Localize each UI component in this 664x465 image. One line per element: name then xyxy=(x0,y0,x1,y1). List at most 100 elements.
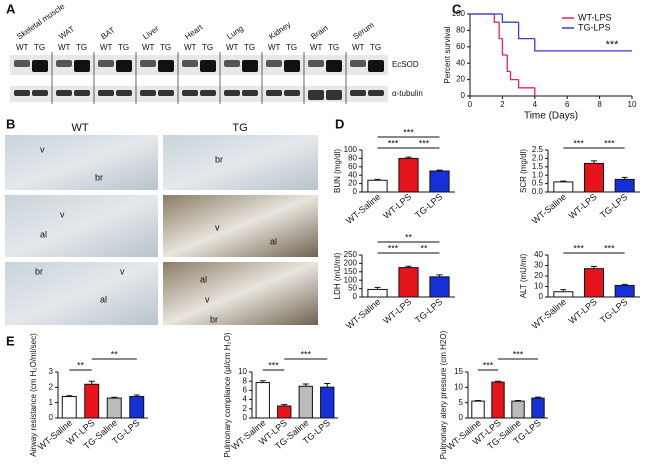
blot-band xyxy=(140,90,156,96)
error-bar xyxy=(591,160,597,164)
histology-mark: br xyxy=(215,154,223,164)
y-tick-label: 5 xyxy=(459,398,464,407)
error-bar xyxy=(281,404,288,407)
bar xyxy=(320,386,335,419)
blot-band xyxy=(98,60,114,67)
tissue-label: Heart xyxy=(183,22,205,41)
blot-band xyxy=(158,90,174,96)
significance-label: *** xyxy=(604,138,615,148)
blot-band xyxy=(182,90,198,96)
y-axis-label: Airway resistance (cm H₂O/ml/sec) xyxy=(29,333,38,457)
blot-band xyxy=(368,90,384,96)
blot-band xyxy=(32,90,48,96)
legend-label: WT-LPS xyxy=(578,12,612,22)
significance-label: *** xyxy=(300,349,311,359)
lane-label: WT xyxy=(184,43,197,52)
blot-band xyxy=(284,60,300,72)
y-tick-label: 1 xyxy=(49,398,54,407)
lane-label: WT xyxy=(16,43,29,52)
blot-band xyxy=(116,90,132,96)
y-axis-label: LDH (mU/ml) xyxy=(333,252,342,299)
histology-image xyxy=(5,135,158,190)
x-tick-label: 0 xyxy=(468,100,473,109)
y-tick-label: 40 xyxy=(534,250,543,259)
y-tick-label: 10 xyxy=(454,382,463,391)
y-axis-label: Pulmonary compliance (μl/cm H₂O) xyxy=(223,332,232,457)
significance-label: ** xyxy=(77,360,85,370)
bar xyxy=(367,179,388,193)
y-tick-label: 80 xyxy=(456,26,465,35)
bar xyxy=(583,162,605,193)
x-tick-label: WT-LPS xyxy=(381,297,413,326)
histology-mark: al xyxy=(40,229,47,239)
survival-step xyxy=(506,55,511,73)
bar xyxy=(367,288,388,298)
error-bar xyxy=(535,396,541,399)
blot-band xyxy=(326,90,342,100)
y-tick-label: 0 xyxy=(353,187,358,196)
y-tick-label: 0.5 xyxy=(532,179,544,188)
y-axis-label: ALT (mU/ml) xyxy=(519,253,528,298)
y-tick-label: 40 xyxy=(348,170,357,179)
y-tick-label: 15 xyxy=(454,367,463,376)
y-tick-label: 2 xyxy=(49,382,54,391)
tissue-label: Liver xyxy=(141,24,161,42)
lane-label: TG xyxy=(286,43,297,52)
significance-label: ** xyxy=(111,349,119,359)
panel-label: C xyxy=(452,1,462,16)
y-tick-label: 0 xyxy=(49,413,54,422)
bar xyxy=(471,400,485,419)
histology-mark: br xyxy=(210,314,218,324)
survival-step xyxy=(509,71,519,81)
lane-label: WT xyxy=(58,43,71,52)
lane-label: TG xyxy=(370,43,381,52)
x-tick-label: TG-LPS xyxy=(413,297,444,326)
error-bar xyxy=(259,380,266,383)
blot-band xyxy=(224,90,240,96)
survival-step xyxy=(501,38,508,56)
significance-label: *** xyxy=(268,360,279,370)
survival-step xyxy=(493,14,500,23)
histology-mark: v xyxy=(60,209,65,219)
bar xyxy=(129,396,145,419)
bar xyxy=(429,276,450,298)
y-tick-label: 0.0 xyxy=(532,187,544,196)
histology-mark: al xyxy=(200,274,207,284)
bar xyxy=(553,181,574,193)
error-bar xyxy=(621,176,628,180)
blot-row-label: EcSOD xyxy=(392,60,419,69)
blot-band xyxy=(308,90,324,100)
error-bar xyxy=(405,156,412,159)
x-tick-label: 6 xyxy=(565,100,570,109)
blot-band xyxy=(368,60,384,72)
blot-band xyxy=(242,60,258,72)
lane-label: WT xyxy=(352,43,365,52)
significance-label: *** xyxy=(573,243,584,253)
error-bar xyxy=(405,265,412,268)
y-tick-label: 0 xyxy=(461,91,466,100)
y-tick-label: 100 xyxy=(344,275,358,284)
panel-label: D xyxy=(335,116,344,131)
y-tick-label: 200 xyxy=(344,259,358,268)
blot-band xyxy=(74,60,90,72)
lane-label: TG xyxy=(76,43,87,52)
y-tick-label: 0 xyxy=(459,413,464,422)
y-tick-label: 2.0 xyxy=(532,154,544,163)
blot-band xyxy=(284,90,300,96)
y-tick-label: 20 xyxy=(456,75,465,84)
blot-band xyxy=(56,90,72,96)
bar xyxy=(255,382,270,419)
blot-band xyxy=(98,90,114,96)
error-bar xyxy=(515,400,521,402)
bar xyxy=(277,405,292,419)
bar xyxy=(429,170,450,193)
blot-band xyxy=(200,90,216,96)
bar xyxy=(61,396,77,419)
bar xyxy=(491,381,505,419)
lane-label: WT xyxy=(268,43,281,52)
y-tick-label: 0 xyxy=(243,413,248,422)
blot-band xyxy=(56,60,72,67)
x-tick-label: 10 xyxy=(628,100,637,109)
histology-image xyxy=(5,195,158,257)
x-tick-label: TG-LPS xyxy=(413,192,444,221)
